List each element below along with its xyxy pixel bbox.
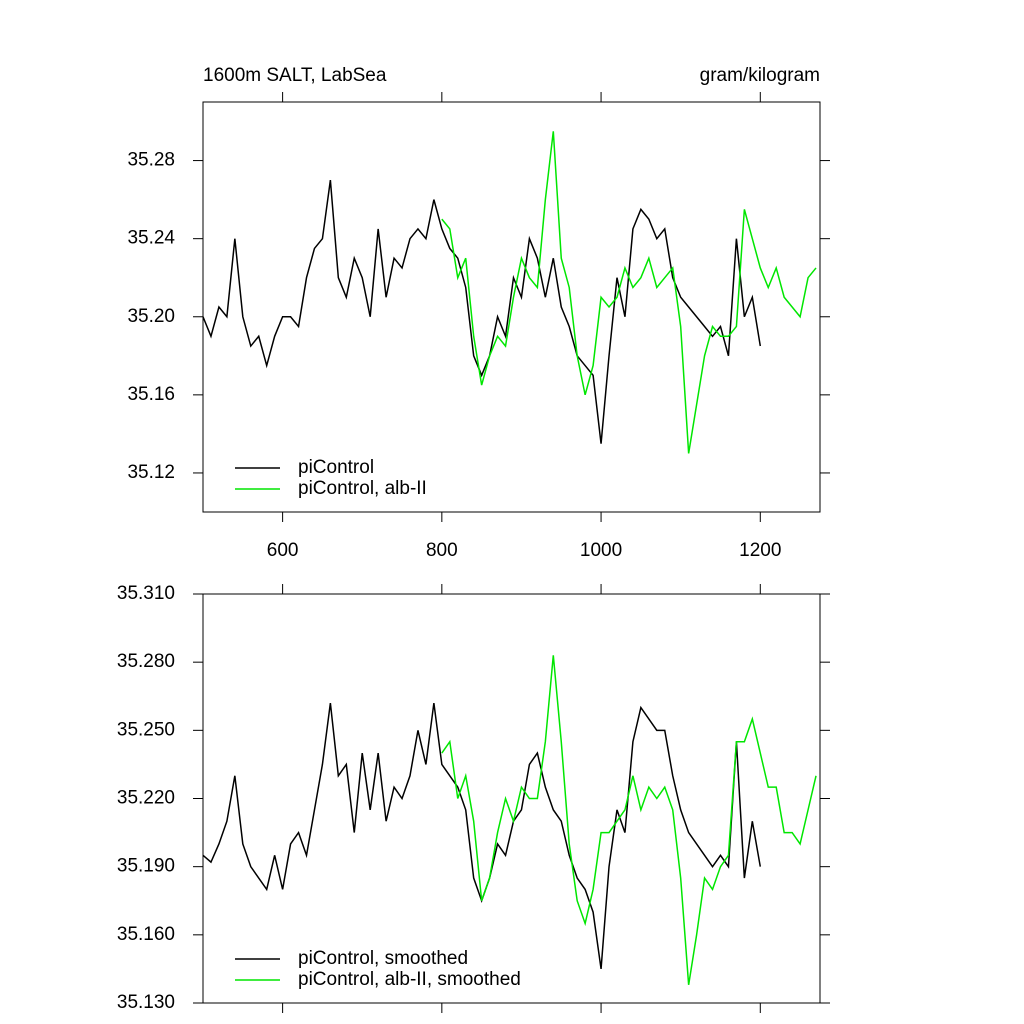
y-tick-label: 35.130 bbox=[117, 992, 175, 1013]
y-tick-label: 35.24 bbox=[127, 228, 175, 249]
legend-label: piControl bbox=[298, 457, 374, 478]
y-tick-label: 35.20 bbox=[127, 306, 175, 327]
y-tick-label: 35.12 bbox=[127, 462, 175, 483]
plot-frame bbox=[202, 101, 821, 513]
legend-label: piControl, alb-II, smoothed bbox=[298, 969, 521, 990]
data-line bbox=[202, 179, 762, 444]
y-tick-label: 35.160 bbox=[117, 924, 175, 945]
y-tick-label: 35.310 bbox=[117, 583, 175, 604]
data-line bbox=[441, 655, 817, 985]
x-tick-label: 1000 bbox=[580, 540, 622, 561]
x-tick-label: 800 bbox=[426, 540, 458, 561]
x-tick-label: 600 bbox=[267, 540, 299, 561]
data-line bbox=[202, 702, 762, 970]
chart-title: 1600m SALT, LabSea bbox=[203, 65, 387, 86]
y-tick-label: 35.220 bbox=[117, 788, 175, 809]
data-line bbox=[441, 131, 817, 454]
y-tick-label: 35.28 bbox=[127, 150, 175, 171]
y-tick-label: 35.190 bbox=[117, 856, 175, 877]
y-tick-label: 35.16 bbox=[127, 384, 175, 405]
y-tick-label: 35.280 bbox=[117, 651, 175, 672]
legend-label: piControl, alb-II bbox=[298, 478, 427, 499]
units-label: gram/kilogram bbox=[700, 65, 820, 86]
x-tick-label: 1200 bbox=[739, 540, 781, 561]
plot-frame bbox=[202, 593, 821, 1004]
y-tick-label: 35.250 bbox=[117, 719, 175, 740]
legend-label: piControl, smoothed bbox=[298, 948, 468, 969]
